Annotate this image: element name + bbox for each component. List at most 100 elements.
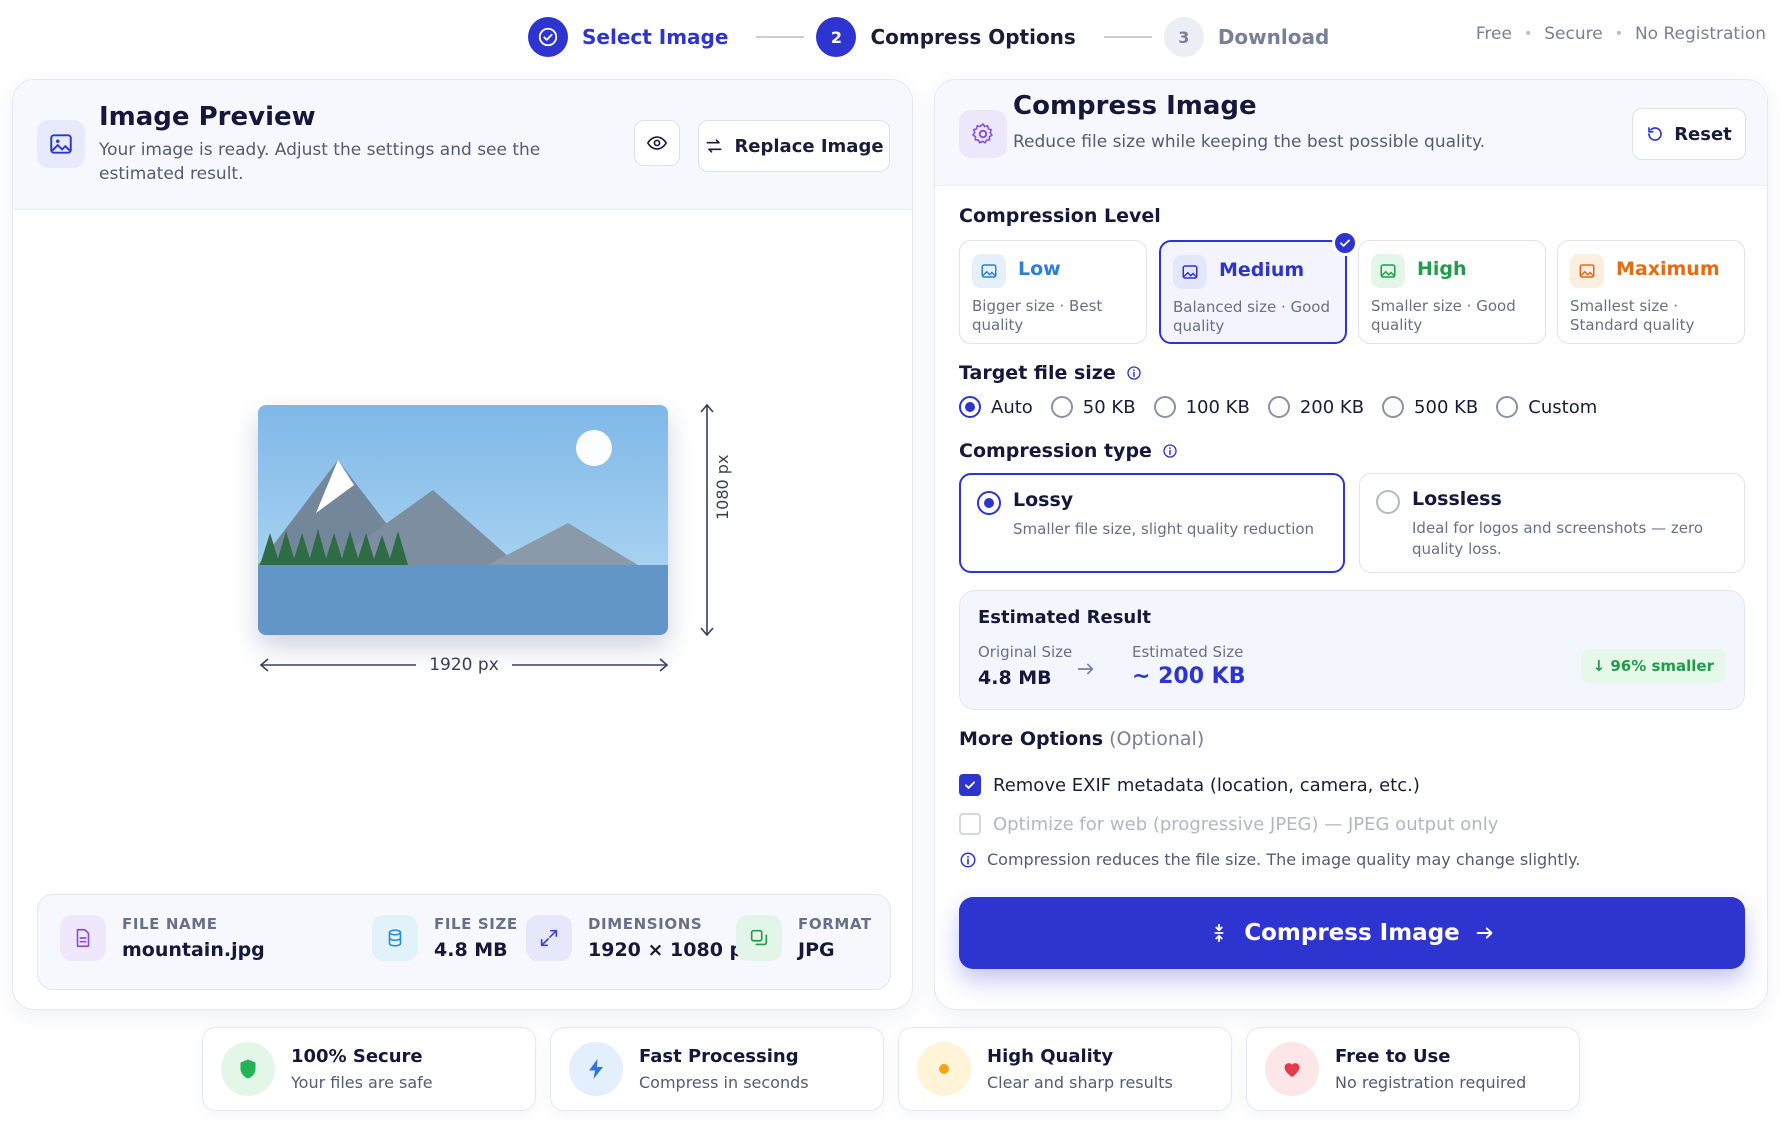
type-card-lossy[interactable]: Lossy Smaller file size, slight quality … <box>959 473 1345 573</box>
level-card-medium[interactable]: Medium Balanced size · Good quality <box>1159 230 1358 344</box>
file-info-bar: FILE NAME mountain.jpg FILE SIZE 4.8 MB … <box>37 894 891 990</box>
file-size-info: FILE SIZE 4.8 MB <box>372 915 518 961</box>
expand-icon <box>526 915 572 961</box>
level-card-low[interactable]: Low Bigger size · Best quality <box>959 240 1147 344</box>
type-description: Ideal for logos and screenshots — zero q… <box>1412 519 1704 558</box>
target-size-label: Target file size <box>959 362 1116 384</box>
format-value: JPG <box>798 939 835 961</box>
height-label: 1080 px <box>713 454 732 520</box>
level-card-high[interactable]: High Smaller size · Good quality <box>1358 240 1546 344</box>
dimensions-info: DIMENSIONS 1920 × 1080 px <box>526 915 755 961</box>
option-label: Custom <box>1528 396 1598 418</box>
radio-button[interactable] <box>1267 396 1290 418</box>
panel-title: Image Preview <box>99 102 316 132</box>
file-name-label: FILE NAME <box>122 915 218 933</box>
more-options-title: More Options (Optional) <box>959 728 1204 750</box>
step-compress-options[interactable]: 2 Compress Options <box>816 17 1076 57</box>
level-name: Low <box>1018 258 1061 280</box>
checkbox-checked[interactable] <box>959 774 981 796</box>
image-icon <box>1173 255 1207 289</box>
note-text: Compression reduces the file size. The i… <box>987 850 1581 869</box>
view-button[interactable] <box>634 120 680 166</box>
target-option-500kb[interactable]: 500 KB <box>1382 396 1478 418</box>
radio-button[interactable] <box>959 396 981 418</box>
target-size-title: Target file size <box>959 362 1142 384</box>
info-icon <box>1126 365 1142 381</box>
radio-button[interactable] <box>1153 396 1176 418</box>
level-name: Medium <box>1219 259 1305 281</box>
optimize-web-label: Optimize for web (progressive JPEG) — JP… <box>993 813 1499 835</box>
badge-separator: • <box>1614 26 1623 42</box>
original-size-value: 4.8 MB <box>978 667 1052 689</box>
saving-badge: ↓ 96% smaller <box>1580 649 1726 683</box>
radio-button[interactable] <box>1376 490 1400 514</box>
undo-icon <box>1646 125 1664 143</box>
badge-free: Free <box>1475 24 1512 44</box>
option-label: 500 KB <box>1414 396 1479 418</box>
type-name: Lossless <box>1412 488 1502 510</box>
eye-icon <box>646 132 668 154</box>
check-circle-icon <box>528 17 568 57</box>
format-icon <box>736 915 782 961</box>
reset-button[interactable]: Reset <box>1632 108 1746 160</box>
feature-fast: Fast Processing Compress in seconds <box>550 1027 884 1111</box>
compression-type-label: Compression type <box>959 440 1152 462</box>
star-icon <box>917 1042 971 1096</box>
level-card-maximum[interactable]: Maximum Smallest size · Standard quality <box>1557 240 1745 344</box>
feature-subtitle: Compress in seconds <box>639 1073 809 1092</box>
type-name: Lossy <box>1013 489 1074 511</box>
level-description: Smallest size · Standard quality <box>1570 297 1695 334</box>
arrow-right-icon <box>1075 658 1097 680</box>
step-download[interactable]: 3 Download <box>1163 17 1329 57</box>
radio-button[interactable] <box>1496 396 1519 418</box>
swap-icon <box>704 136 724 156</box>
option-label: 50 KB <box>1082 396 1136 418</box>
radio-button[interactable] <box>977 491 1001 515</box>
shield-icon <box>221 1042 275 1096</box>
option-label: 100 KB <box>1185 396 1250 418</box>
panel-title: Compress Image <box>1013 91 1257 121</box>
step-select-image[interactable]: Select Image <box>528 17 728 57</box>
badge-secure: Secure <box>1544 24 1603 44</box>
file-size-label: FILE SIZE <box>434 915 518 933</box>
compression-level-title: Compression Level <box>959 205 1161 227</box>
image-icon <box>37 120 85 168</box>
remove-exif-label: Remove EXIF metadata (location, camera, … <box>993 774 1420 796</box>
target-option-50kb[interactable]: 50 KB <box>1050 396 1136 418</box>
replace-image-button[interactable]: Replace Image <box>698 120 890 172</box>
image-preview-panel: Image Preview Your image is ready. Adjus… <box>12 79 913 1010</box>
compression-type-title: Compression type <box>959 440 1178 462</box>
selected-check-icon <box>1332 230 1358 256</box>
target-option-custom[interactable]: Custom <box>1496 396 1597 418</box>
optimize-web-option[interactable]: Optimize for web (progressive JPEG) — JP… <box>959 813 1498 835</box>
panel-subtitle: Your image is ready. Adjust the settings… <box>99 140 541 184</box>
file-icon <box>60 915 106 961</box>
step-divider <box>756 36 805 38</box>
arrow-right-icon <box>1474 922 1496 944</box>
target-option-100kb[interactable]: 100 KB <box>1153 396 1250 418</box>
image-icon <box>972 254 1006 288</box>
compress-image-button[interactable]: Compress Image <box>959 897 1745 969</box>
radio-button[interactable] <box>1050 396 1073 418</box>
compression-note: Compression reduces the file size. The i… <box>959 850 1580 869</box>
target-option-200kb[interactable]: 200 KB <box>1267 396 1364 418</box>
dimensions-label: DIMENSIONS <box>588 915 703 933</box>
compress-image-label: Compress Image <box>1244 920 1460 946</box>
feature-title: 100% Secure <box>291 1046 423 1067</box>
optional-label: (Optional) <box>1109 728 1205 750</box>
checkbox-unchecked[interactable] <box>959 813 981 835</box>
stepper: Select Image 2 Compress Options 3 Downlo… <box>528 16 1329 58</box>
preview-header: Image Preview Your image is ready. Adjus… <box>13 80 912 210</box>
radio-button[interactable] <box>1382 396 1405 418</box>
type-card-lossless[interactable]: Lossless Ideal for logos and screenshots… <box>1359 473 1745 573</box>
database-icon <box>372 915 418 961</box>
remove-exif-option[interactable]: Remove EXIF metadata (location, camera, … <box>959 774 1420 796</box>
level-description: Bigger size · Best quality <box>972 297 1103 334</box>
replace-image-label: Replace Image <box>734 135 884 157</box>
target-option-auto[interactable]: Auto <box>959 396 1033 418</box>
gear-icon <box>959 110 1007 158</box>
file-size-value: 4.8 MB <box>434 939 508 961</box>
estimated-size-value: ~ 200 KB <box>1132 664 1246 689</box>
format-label: FORMAT <box>798 915 872 933</box>
original-size-label: Original Size <box>978 643 1073 661</box>
